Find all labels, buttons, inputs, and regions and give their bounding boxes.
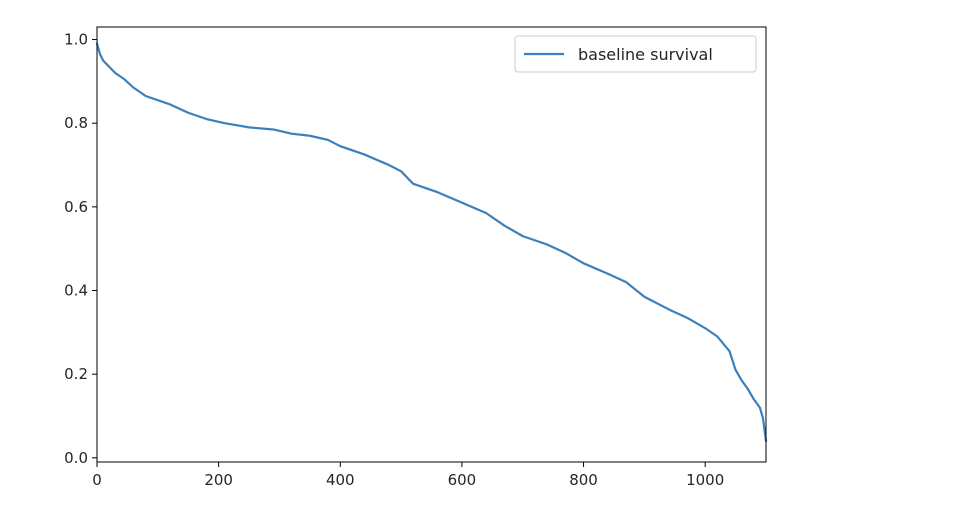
- y-tick-label-0.0: 0.0: [64, 449, 88, 467]
- x-axis: 0 200 400 600 800 1000: [92, 462, 724, 489]
- y-axis: 0.0 0.2 0.4 0.6 0.8 1.0: [64, 31, 97, 467]
- legend: baseline survival: [514, 35, 757, 73]
- legend-box: [514, 35, 757, 73]
- y-tick-label-1.0: 1.0: [64, 31, 88, 49]
- y-tick-label-0.6: 0.6: [64, 198, 88, 216]
- legend-label-baseline-survival: baseline survival: [578, 45, 713, 64]
- x-tick-label-200: 200: [204, 471, 233, 489]
- x-tick-label-400: 400: [326, 471, 355, 489]
- x-tick-label-600: 600: [448, 471, 477, 489]
- plot-content: [95, 42, 768, 443]
- plot-frame: [96, 26, 767, 463]
- y-tick-label-0.2: 0.2: [64, 365, 88, 383]
- series-line-baseline-survival: [95, 42, 768, 443]
- y-tick-label-0.8: 0.8: [64, 114, 88, 132]
- y-tick-label-0.4: 0.4: [64, 282, 88, 300]
- x-tick-label-1000: 1000: [686, 471, 724, 489]
- x-tick-label-800: 800: [569, 471, 598, 489]
- x-tick-label-0: 0: [92, 471, 102, 489]
